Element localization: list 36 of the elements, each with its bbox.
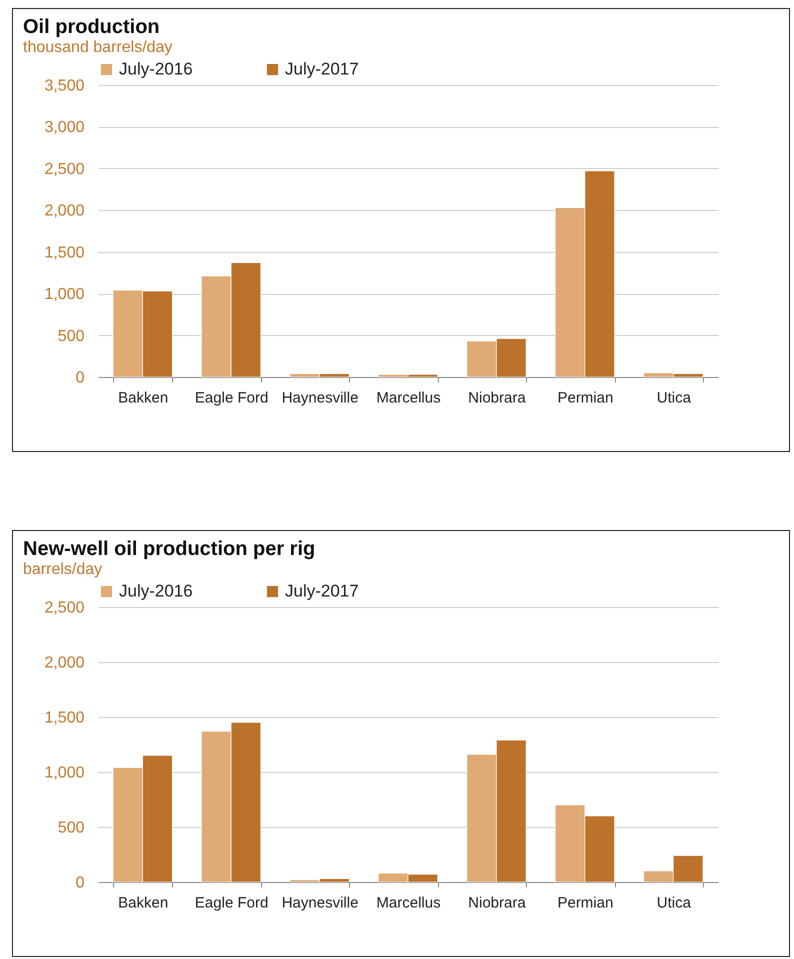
y-tick-label: 1,000 xyxy=(44,286,85,304)
x-tick-label: Haynesville xyxy=(282,390,358,406)
x-tick-label: Niobrara xyxy=(468,894,526,912)
y-tick-label: 1,500 xyxy=(44,244,85,262)
legend-label: July-2017 xyxy=(285,582,359,601)
x-tick-label: Utica xyxy=(656,390,692,406)
legend-label: July-2016 xyxy=(119,60,193,79)
x-tick-label: Eagle Ford xyxy=(194,390,268,406)
chart-title: New-well oil production per rig xyxy=(23,538,316,560)
legend-label: July-2017 xyxy=(285,60,359,79)
x-tick-label: Eagle Ford xyxy=(194,894,268,912)
y-tick-label: 0 xyxy=(76,370,85,386)
x-tick-label: Niobrara xyxy=(468,390,526,406)
legend-label: July-2016 xyxy=(119,582,193,601)
y-tick-label: 3,500 xyxy=(44,78,85,94)
chart-title: Oil production xyxy=(23,16,160,38)
chart-subtitle: barrels/day xyxy=(23,561,102,578)
x-tick-label: Marcellus xyxy=(376,894,441,912)
y-tick-label: 2,000 xyxy=(44,202,85,220)
x-tick-label: Permian xyxy=(557,894,614,912)
y-tick-label: 1,000 xyxy=(44,764,85,782)
x-tick-label: Haynesville xyxy=(282,894,358,912)
y-tick-label: 3,000 xyxy=(44,119,85,136)
y-tick-label: 0 xyxy=(76,874,85,892)
x-tick-label: Bakken xyxy=(118,390,168,406)
y-tick-label: 2,500 xyxy=(44,600,85,616)
x-tick-label: Utica xyxy=(656,894,692,912)
x-tick-label: Marcellus xyxy=(376,390,441,406)
y-tick-label: 2,000 xyxy=(44,654,85,672)
x-tick-label: Bakken xyxy=(118,894,168,912)
y-tick-label: 500 xyxy=(58,328,85,345)
y-tick-label: 500 xyxy=(58,820,85,836)
y-tick-label: 1,500 xyxy=(44,710,85,726)
x-tick-label: Permian xyxy=(557,390,614,406)
y-tick-label: 2,500 xyxy=(44,160,85,178)
chart-subtitle: thousand barrels/day xyxy=(23,39,172,56)
